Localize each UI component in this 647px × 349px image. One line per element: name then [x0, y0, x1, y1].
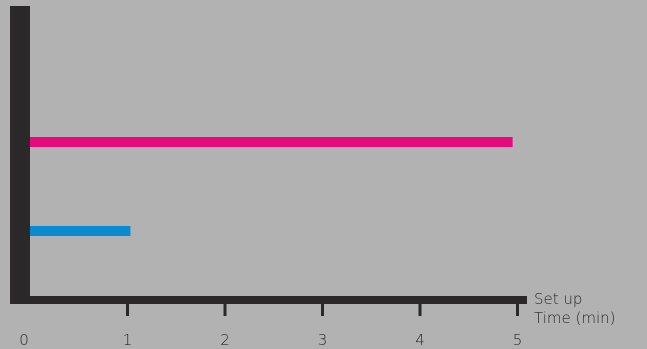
y-axis-line — [10, 6, 30, 304]
x-tick-label: 3 — [318, 331, 328, 349]
x-tick-mark — [516, 303, 519, 316]
x-axis-line — [10, 296, 527, 304]
x-tick-label: 1 — [123, 331, 133, 349]
x-tick-label: 2 — [220, 331, 230, 349]
x-tick-label: 5 — [513, 331, 523, 349]
bars — [30, 137, 513, 236]
x-tick-label: 0 — [19, 331, 29, 349]
x-tick-mark — [321, 303, 324, 316]
x-axis-title-line: Time (min) — [534, 309, 615, 327]
x-tick-mark — [223, 303, 227, 316]
x-axis-title-line: Set up — [534, 290, 582, 308]
bar — [30, 226, 131, 236]
x-tick-label: 4 — [415, 331, 425, 349]
x-tick-mark — [126, 303, 129, 316]
x-ticks: 0 1 2 3 4 5 — [19, 303, 522, 349]
bar — [30, 137, 513, 147]
x-tick-mark — [418, 303, 422, 316]
